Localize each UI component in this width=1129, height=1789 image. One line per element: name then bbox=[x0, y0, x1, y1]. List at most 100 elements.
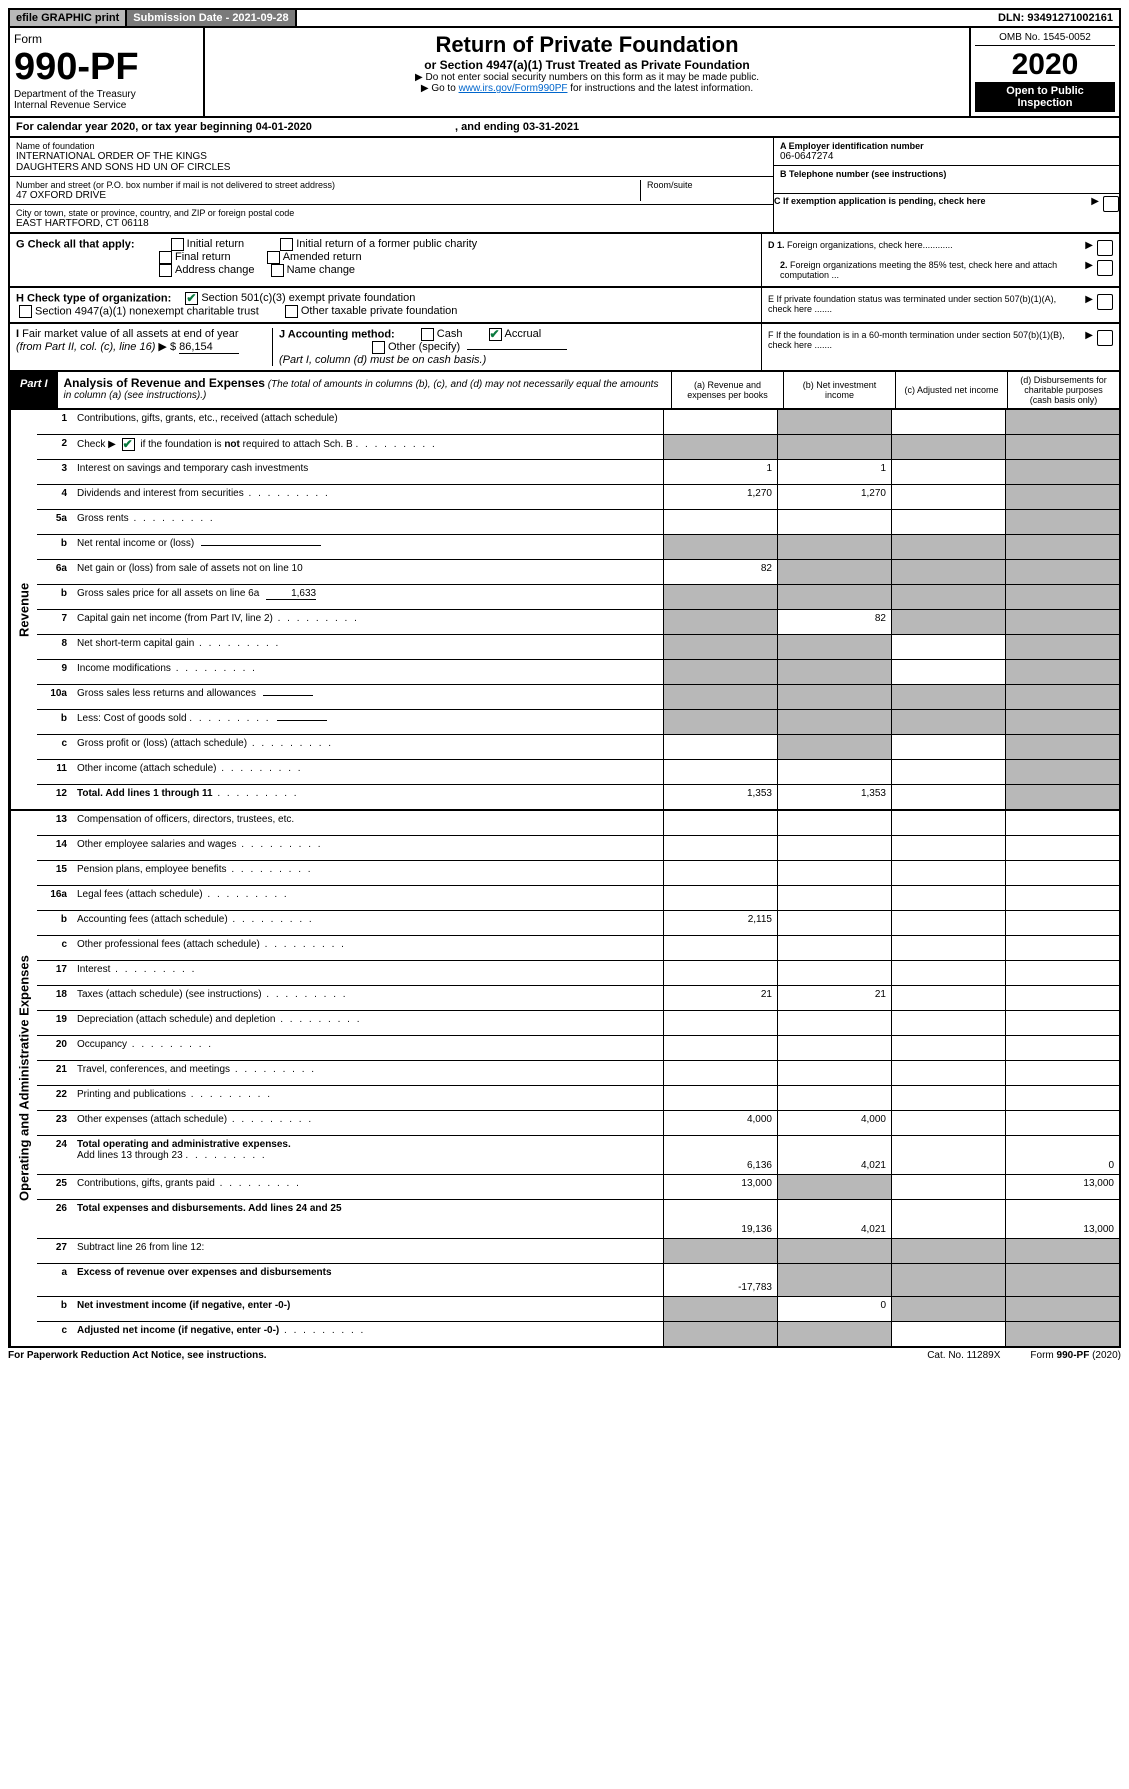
line-16b: Accounting fees (attach schedule) bbox=[73, 911, 663, 935]
line-15: Pension plans, employee benefits bbox=[73, 861, 663, 885]
e-text: E If private foundation status was termi… bbox=[768, 294, 1085, 314]
line-14: Other employee salaries and wages bbox=[73, 836, 663, 860]
j-note: (Part I, column (d) must be on cash basi… bbox=[279, 354, 486, 366]
line-27: Subtract line 26 from line 12: bbox=[73, 1239, 663, 1263]
line-7: Capital gain net income (from Part IV, l… bbox=[73, 610, 663, 634]
calendar-year-row: For calendar year 2020, or tax year begi… bbox=[8, 118, 1121, 138]
f-text: F If the foundation is in a 60-month ter… bbox=[768, 330, 1085, 350]
line-10a: Gross sales less returns and allowances bbox=[73, 685, 663, 709]
line-19: Depreciation (attach schedule) and deple… bbox=[73, 1011, 663, 1035]
city-state-zip: EAST HARTFORD, CT 06118 bbox=[16, 218, 767, 229]
check-final[interactable] bbox=[159, 251, 172, 264]
foundation-name: INTERNATIONAL ORDER OF THE KINGS DAUGHTE… bbox=[16, 151, 767, 173]
room-label: Room/suite bbox=[647, 180, 767, 190]
check-section-h: H Check type of organization: Section 50… bbox=[8, 288, 1121, 324]
entity-info: Name of foundation INTERNATIONAL ORDER O… bbox=[8, 138, 1121, 234]
line-27b: Net investment income (if negative, ente… bbox=[73, 1297, 663, 1321]
line-23: Other expenses (attach schedule) bbox=[73, 1111, 663, 1135]
revenue-table: Revenue 1Contributions, gifts, grants, e… bbox=[8, 410, 1121, 811]
check-e[interactable] bbox=[1097, 294, 1113, 310]
check-d1[interactable] bbox=[1097, 240, 1113, 256]
check-other-method[interactable] bbox=[372, 341, 385, 354]
line-6a: Net gain or (loss) from sale of assets n… bbox=[73, 560, 663, 584]
line-10c: Gross profit or (loss) (attach schedule) bbox=[73, 735, 663, 759]
h-label: H Check type of organization: bbox=[16, 292, 171, 304]
form-header: Form 990-PF Department of the Treasury I… bbox=[8, 28, 1121, 118]
line-12: Total. Add lines 1 through 11 bbox=[73, 785, 663, 809]
expenses-side-label: Operating and Administrative Expenses bbox=[10, 811, 37, 1346]
form-number: 990-PF bbox=[14, 46, 199, 89]
top-bar: efile GRAPHIC print Submission Date - 20… bbox=[8, 8, 1121, 28]
check-4947[interactable] bbox=[19, 305, 32, 318]
instruction-1: ▶ Do not enter social security numbers o… bbox=[213, 72, 961, 83]
check-501c3[interactable] bbox=[185, 292, 198, 305]
page-footer: For Paperwork Reduction Act Notice, see … bbox=[8, 1348, 1121, 1363]
line-27c: Adjusted net income (if negative, enter … bbox=[73, 1322, 663, 1346]
line-9: Income modifications bbox=[73, 660, 663, 684]
check-amended[interactable] bbox=[267, 251, 280, 264]
check-other-tax[interactable] bbox=[285, 305, 298, 318]
col-a-header: (a) Revenue and expenses per books bbox=[671, 372, 783, 408]
section-c-label: C If exemption application is pending, c… bbox=[774, 196, 1091, 212]
irs-link[interactable]: www.irs.gov/Form990PF bbox=[459, 83, 568, 94]
check-initial-former[interactable] bbox=[280, 238, 293, 251]
revenue-side-label: Revenue bbox=[10, 410, 37, 809]
col-c-header: (c) Adjusted net income bbox=[895, 372, 1007, 408]
line-5b: Net rental income or (loss) bbox=[73, 535, 663, 559]
check-c[interactable] bbox=[1103, 196, 1119, 212]
line-11: Other income (attach schedule) bbox=[73, 760, 663, 784]
submission-date: Submission Date - 2021-09-28 bbox=[127, 10, 296, 26]
line-24: Total operating and administrative expen… bbox=[73, 1136, 663, 1174]
expenses-table: Operating and Administrative Expenses 13… bbox=[8, 811, 1121, 1348]
line-4: Dividends and interest from securities bbox=[73, 485, 663, 509]
line-26: Total expenses and disbursements. Add li… bbox=[73, 1200, 663, 1238]
line-8: Net short-term capital gain bbox=[73, 635, 663, 659]
check-section-g: G Check all that apply: Initial return I… bbox=[8, 234, 1121, 288]
address-label: Number and street (or P.O. box number if… bbox=[16, 180, 640, 190]
department: Department of the Treasury Internal Reve… bbox=[14, 89, 199, 111]
check-initial[interactable] bbox=[171, 238, 184, 251]
line-10b: Less: Cost of goods sold bbox=[73, 710, 663, 734]
efile-button[interactable]: efile GRAPHIC print bbox=[10, 10, 127, 26]
line-6b: Gross sales price for all assets on line… bbox=[73, 585, 663, 609]
form-label: Form bbox=[14, 32, 199, 46]
part-1-label: Part I bbox=[10, 372, 58, 408]
open-inspection: Open to Public Inspection bbox=[975, 82, 1115, 112]
catalog-number: Cat. No. 11289X bbox=[927, 1350, 1000, 1361]
line-2: Check ▶ if the foundation is not require… bbox=[73, 435, 663, 459]
form-subtitle: or Section 4947(a)(1) Trust Treated as P… bbox=[213, 58, 961, 72]
line-16c: Other professional fees (attach schedule… bbox=[73, 936, 663, 960]
check-cash[interactable] bbox=[421, 328, 434, 341]
line-25: Contributions, gifts, grants paid bbox=[73, 1175, 663, 1199]
line-17: Interest bbox=[73, 961, 663, 985]
ein-value: 06-0647274 bbox=[780, 151, 1113, 162]
line-13: Compensation of officers, directors, tru… bbox=[73, 811, 663, 835]
line-5a: Gross rents bbox=[73, 510, 663, 534]
col-b-header: (b) Net investment income bbox=[783, 372, 895, 408]
check-sch-b[interactable] bbox=[122, 438, 135, 451]
line-18: Taxes (attach schedule) (see instruction… bbox=[73, 986, 663, 1010]
col-d-header: (d) Disbursements for charitable purpose… bbox=[1007, 372, 1119, 408]
j-label: J Accounting method: bbox=[279, 328, 395, 340]
form-footer: Form 990-PF (2020) bbox=[1030, 1350, 1121, 1361]
check-section-ij: I Fair market value of all assets at end… bbox=[8, 324, 1121, 372]
line-3: Interest on savings and temporary cash i… bbox=[73, 460, 663, 484]
line-20: Occupancy bbox=[73, 1036, 663, 1060]
check-name[interactable] bbox=[271, 264, 284, 277]
line-16a: Legal fees (attach schedule) bbox=[73, 886, 663, 910]
g-label: G Check all that apply: bbox=[16, 238, 135, 250]
city-label: City or town, state or province, country… bbox=[16, 208, 767, 218]
tax-year: 2020 bbox=[975, 48, 1115, 82]
form-title: Return of Private Foundation bbox=[213, 32, 961, 58]
check-d2[interactable] bbox=[1097, 260, 1113, 276]
fmv-value: 86,154 bbox=[179, 341, 239, 354]
d1-text: Foreign organizations, check here.......… bbox=[787, 240, 953, 250]
phone-label: B Telephone number (see instructions) bbox=[780, 169, 1113, 179]
line-27a: Excess of revenue over expenses and disb… bbox=[73, 1264, 663, 1296]
check-accrual[interactable] bbox=[489, 328, 502, 341]
line-1: Contributions, gifts, grants, etc., rece… bbox=[73, 410, 663, 434]
check-f[interactable] bbox=[1097, 330, 1113, 346]
check-address[interactable] bbox=[159, 264, 172, 277]
ein-label: A Employer identification number bbox=[780, 141, 1113, 151]
instruction-2: ▶ Go to www.irs.gov/Form990PF for instru… bbox=[213, 83, 961, 94]
